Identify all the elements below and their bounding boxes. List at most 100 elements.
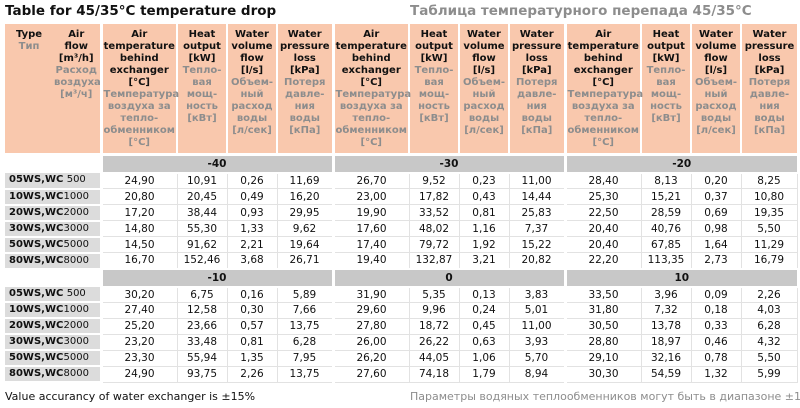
value-cell: 23,30: [99, 349, 178, 367]
value-cell: 6,28: [276, 333, 334, 351]
value-cell: 31,90: [331, 286, 410, 303]
page-title: Table for 45/35°C temperature drop: [5, 3, 277, 19]
value-cell: 67,85: [640, 236, 692, 253]
table-header: Type Тип Air flow [m³/h] Расход воздуха …: [5, 24, 797, 156]
value-cell: 1,64: [690, 236, 742, 253]
value-cell: 91,62: [176, 236, 228, 253]
value-cell: 19,90: [331, 204, 410, 221]
value-cell: 13,75: [276, 365, 334, 383]
table-row: 05WS,WC 500 30,20 6,75 0,16 5,89 31,90 5,35 0,13…: [5, 286, 798, 303]
value-cell: 6,28: [740, 317, 798, 335]
value-cell: 0,23: [458, 172, 510, 189]
col-header-water-flow-en: Water volume flow [l/s]: [231, 29, 273, 76]
value-cell: 5,99: [740, 365, 798, 383]
value-cell: 5,01: [508, 301, 566, 319]
section-label: 0: [331, 267, 565, 288]
col-header-water-flow-ru: Объем- ный расход воды [л/сек]: [230, 77, 274, 136]
type-cell: 80WS,WC: [5, 252, 63, 270]
value-cell: 0,45: [458, 317, 510, 335]
value-cell: 16,70: [99, 252, 178, 269]
value-cell: 1,06: [458, 349, 510, 367]
value-cell: 32,16: [640, 349, 692, 367]
col-header-air-temp-en: Air temperature behind exchanger [°C]: [103, 29, 175, 88]
value-cell: 11,69: [276, 172, 334, 189]
value-cell: 0,81: [226, 333, 278, 351]
value-cell: 54,59: [640, 365, 692, 383]
value-cell: 29,60: [331, 301, 410, 319]
col-header-heat-output-1: Heat output [kW] Тепло- вая мощ- ность […: [176, 24, 227, 156]
section-label: -30: [331, 153, 565, 174]
air-flow-cell: 500: [53, 286, 101, 303]
value-cell: 74,18: [408, 365, 460, 383]
type-cell: 50WS,WC: [5, 350, 63, 367]
value-cell: 20,82: [508, 252, 566, 269]
value-cell: 31,80: [563, 301, 642, 319]
section-band-row: -10 0 10: [5, 267, 797, 288]
value-cell: 26,70: [331, 172, 410, 189]
type-cell: 50WS,WC: [5, 236, 63, 254]
value-cell: 15,21: [640, 188, 692, 205]
col-header-air-temp-en: Air temperature behind exchanger [°C]: [567, 29, 639, 88]
value-cell: 55,94: [176, 349, 228, 367]
value-cell: 8,13: [640, 172, 692, 189]
value-cell: 5,89: [276, 286, 334, 303]
col-header-air-temp-en: Air temperature behind exchanger [°C]: [335, 29, 407, 88]
col-header-heat-output-3: Heat output [kW] Тепло- вая мощ- ность […: [640, 24, 691, 156]
value-cell: 2,21: [226, 236, 278, 253]
value-cell: 3,93: [508, 333, 566, 351]
value-cell: 20,40: [563, 236, 642, 253]
air-flow-cell: 5000: [53, 350, 101, 367]
value-cell: 0,09: [690, 286, 742, 303]
table-row: 05WS,WC 500 24,90 10,91 0,26 11,69 26,70 9,52 0,…: [5, 172, 798, 190]
type-cell: 05WS,WC: [5, 173, 63, 190]
value-cell: 1,16: [458, 220, 510, 237]
value-cell: 0,49: [226, 188, 278, 205]
value-cell: 33,50: [563, 286, 642, 303]
col-header-air-temp-ru: Температура воздуха за тепло- обменником…: [335, 89, 412, 148]
value-cell: 11,00: [508, 172, 566, 189]
value-cell: 1,33: [226, 220, 278, 237]
table-row: 20WS,WC 2000 17,20 38,44 0,93 29,95 19,90 33,52…: [5, 204, 798, 222]
col-header-heat-output-en: Heat output [kW]: [415, 29, 453, 64]
titles: Table for 45/35°C temperature drop Табли…: [5, 3, 796, 22]
value-cell: 6,75: [176, 286, 228, 303]
page-title-ru: Таблица температурного перепада 45/35°C: [410, 3, 752, 19]
value-cell: 17,60: [331, 220, 410, 237]
value-cell: 48,02: [408, 220, 460, 237]
value-cell: 0,16: [226, 286, 278, 303]
table-body: -40 -30 -20 05WS,WC 500 24,90 10,91 0,26 11,69 26…: [5, 153, 798, 383]
type-cell: 30WS,WC: [5, 334, 63, 351]
value-cell: 29,10: [563, 349, 642, 367]
value-cell: 29,95: [276, 204, 334, 221]
value-cell: 23,66: [176, 317, 228, 335]
value-cell: 1,79: [458, 365, 510, 383]
col-header-pressure-loss-3: Water pressure loss [kPa] Потеря давле- …: [740, 24, 797, 156]
value-cell: 19,40: [331, 252, 410, 269]
value-cell: 93,75: [176, 365, 228, 383]
type-cell: 05WS,WC: [5, 286, 63, 303]
air-flow-cell: 500: [53, 173, 101, 190]
air-flow-cell: 3000: [53, 334, 101, 351]
section-band-row: -40 -30 -20: [5, 153, 797, 174]
value-cell: 3,83: [508, 286, 566, 303]
value-cell: 0,93: [226, 204, 278, 221]
value-cell: 5,35: [408, 286, 460, 303]
col-header-air-temp-3: Air temperature behind exchanger [°C] Те…: [563, 24, 643, 156]
col-header-pressure-loss-en: Water pressure loss [kPa]: [744, 29, 795, 76]
value-cell: 0,43: [458, 188, 510, 205]
table-row: 80WS,WC 8000 24,90 93,75 2,26 13,75 27,60 74,18…: [5, 365, 798, 383]
type-cell: 80WS,WC: [5, 366, 63, 383]
value-cell: 0,30: [226, 301, 278, 319]
air-flow-cell: 2000: [53, 318, 101, 335]
value-cell: 9,96: [408, 301, 460, 319]
value-cell: 20,45: [176, 188, 228, 205]
value-cell: 27,80: [331, 317, 410, 335]
type-cell: 20WS,WC: [5, 318, 63, 335]
table-row: 50WS,WC 5000 23,30 55,94 1,35 7,95 26,20 44,05 1…: [5, 349, 798, 367]
col-header-water-flow-2: Water volume flow [l/s] Объем- ный расхо…: [458, 24, 509, 156]
air-flow-cell: 8000: [53, 366, 101, 383]
value-cell: 12,58: [176, 301, 228, 319]
value-cell: 9,62: [276, 220, 334, 237]
value-cell: 2,26: [226, 365, 278, 383]
